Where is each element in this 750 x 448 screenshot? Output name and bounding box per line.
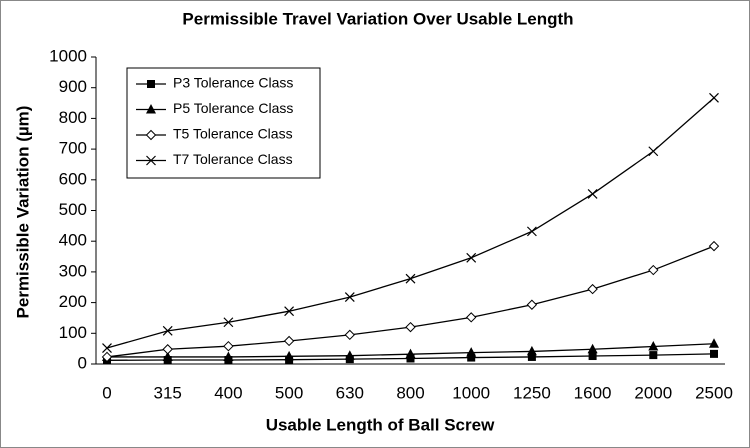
y-tick-label: 800 — [59, 108, 87, 127]
data-point — [648, 341, 659, 351]
y-tick-label: 500 — [59, 200, 87, 219]
data-point — [710, 349, 718, 358]
data-point — [467, 353, 476, 362]
data-point — [405, 273, 416, 284]
x-tick-label: 315 — [154, 383, 182, 402]
data-point — [101, 351, 113, 363]
data-point — [587, 283, 598, 295]
data-point — [405, 321, 416, 333]
data-point — [648, 146, 659, 157]
y-tick-label: 600 — [59, 169, 87, 188]
data-point — [648, 264, 659, 276]
data-point — [102, 343, 112, 353]
data-point — [344, 350, 355, 360]
data-point — [466, 252, 477, 263]
legend-box — [126, 67, 321, 179]
legend-marker — [147, 80, 155, 88]
data-point — [223, 340, 234, 352]
x-tick-label: 1600 — [574, 383, 612, 402]
data-point — [708, 240, 720, 252]
data-point — [526, 226, 537, 237]
data-point — [588, 352, 597, 361]
data-point — [587, 343, 598, 354]
legend-label: T7 Tolerance Class — [173, 151, 293, 167]
x-tick-label: 1250 — [513, 383, 551, 402]
y-tick-label: 0 — [78, 353, 87, 372]
data-point — [526, 299, 538, 310]
y-tick-label: 1000 — [49, 46, 87, 65]
legend-marker — [146, 104, 156, 114]
legend-label: P5 Tolerance Class — [173, 100, 293, 116]
data-point — [649, 351, 658, 360]
data-point — [405, 348, 416, 359]
x-tick-label: 630 — [336, 383, 364, 402]
data-point — [709, 92, 719, 103]
x-tick-label: 0 — [102, 383, 111, 402]
legend-marker — [146, 155, 156, 166]
y-axis-title: Permissible Variation (µm) — [13, 106, 32, 319]
data-point — [466, 347, 477, 357]
data-point — [406, 354, 415, 363]
x-tick-label: 500 — [275, 383, 303, 402]
data-point — [162, 351, 173, 361]
data-point — [709, 338, 719, 348]
y-tick-label: 700 — [59, 139, 87, 158]
data-point — [223, 317, 234, 328]
data-point — [587, 188, 598, 199]
x-tick-label: 400 — [214, 383, 242, 402]
data-point — [162, 344, 173, 355]
data-point — [284, 350, 295, 361]
data-point — [465, 312, 477, 323]
y-tick-label: 900 — [59, 77, 87, 96]
chart-title: Permissible Travel Variation Over Usable… — [182, 9, 573, 28]
y-tick-label: 100 — [59, 323, 87, 342]
legend-label: T5 Tolerance Class — [173, 126, 293, 142]
legend-marker — [145, 129, 157, 141]
x-tick-label: 2500 — [695, 383, 733, 402]
data-point — [162, 325, 173, 336]
legend-label: P3 Tolerance Class — [173, 75, 293, 91]
data-point — [344, 329, 356, 341]
y-tick-label: 400 — [59, 231, 87, 250]
x-tick-label: 1000 — [452, 383, 490, 402]
y-tick-label: 200 — [59, 292, 87, 311]
data-point — [527, 352, 536, 361]
data-point — [223, 351, 234, 361]
y-tick-label: 300 — [59, 261, 87, 280]
data-point — [344, 292, 355, 302]
x-tick-label: 800 — [396, 383, 424, 402]
data-point — [284, 306, 295, 317]
x-tick-label: 2000 — [634, 383, 672, 402]
data-point — [526, 345, 537, 356]
x-axis-title: Usable Length of Ball Screw — [266, 415, 495, 434]
data-point — [283, 335, 295, 347]
